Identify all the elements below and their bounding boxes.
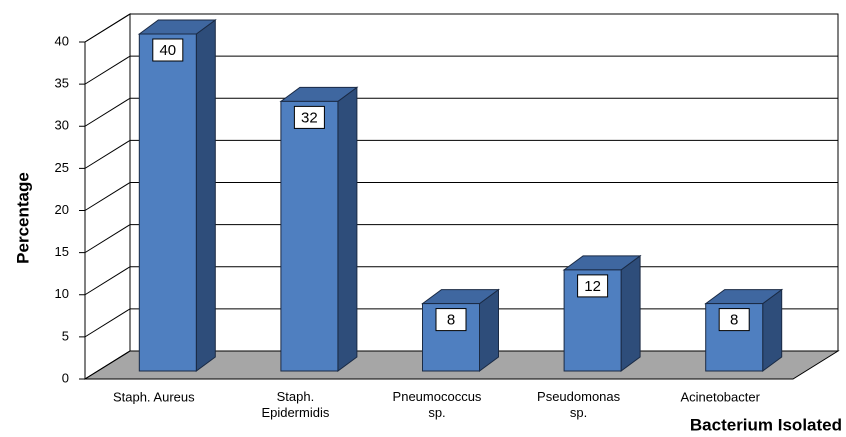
grid-line [84,182,131,211]
x-tick-label: Staph. Aureus [113,389,195,404]
grid-line [84,97,131,127]
bar [704,288,784,372]
bar-side [195,19,216,372]
grid-line [84,308,131,338]
y-tick-label: 10 [55,286,69,301]
y-tick-label: 0 [62,370,69,385]
value-label-box [577,274,609,298]
y-tick-label: 5 [62,328,69,343]
bar-side [337,86,358,372]
value-label: 32 [301,109,318,126]
grid-line [84,224,131,254]
grid-line [84,55,131,85]
grid-line [84,13,131,43]
bar-front [138,33,197,372]
bar-front [280,100,339,372]
bar [137,19,217,372]
x-tick-label: Acinetobacter [680,389,760,404]
x-tick-label: Staph. Epidermidis [261,389,329,420]
x-tick-label: Pseudomonas sp. [537,389,621,420]
value-label: 40 [159,42,176,59]
grid-line [84,350,131,380]
bar [562,254,642,372]
value-label-box [435,308,467,332]
value-label: 8 [447,312,455,329]
x-axis-label: Bacterium Isolated [690,415,842,434]
value-label-box [152,38,184,62]
y-tick-label: 25 [55,160,69,175]
x-tick-label: Pneumococcus sp. [393,389,482,420]
bar-side [620,254,641,372]
y-tick-label: 30 [55,118,69,133]
value-label-box [293,105,325,129]
grid-line [84,266,131,296]
y-tick-label: 40 [55,33,69,48]
bar [279,86,359,372]
y-tick-label: 20 [55,202,69,217]
value-label: 12 [584,278,601,295]
value-label: 8 [730,312,738,329]
y-tick-label: 35 [55,76,69,91]
value-label-box [718,308,750,332]
grid-line [84,139,131,169]
y-tick-label: 15 [55,244,69,259]
y-axis-label: Percentage [13,172,32,264]
